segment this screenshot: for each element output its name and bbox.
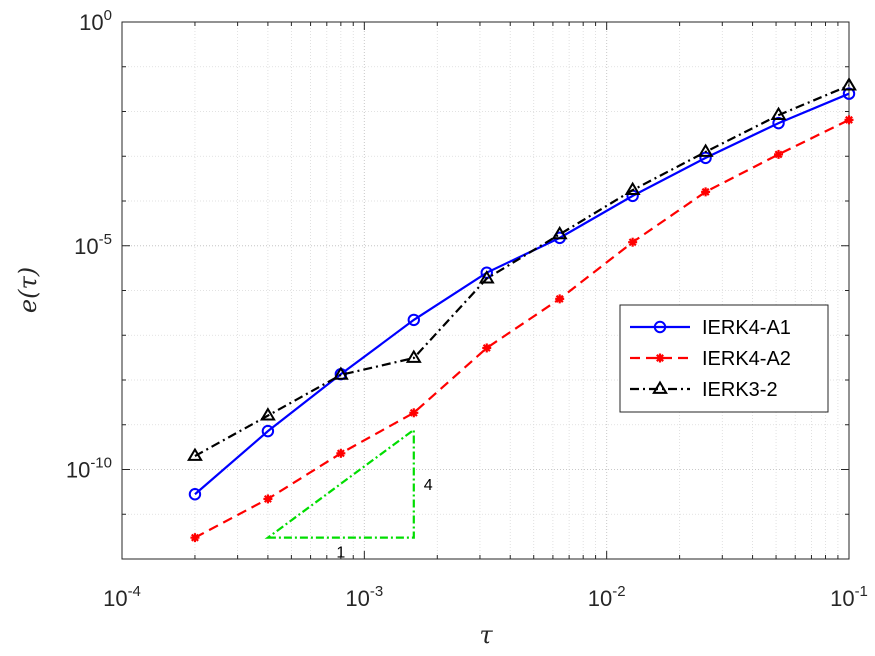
data-point-stroke <box>774 150 783 159</box>
y-tick-label-base: 10 <box>79 10 103 35</box>
y-tick-label-exponent: -10 <box>90 455 112 472</box>
grid-major <box>122 22 849 559</box>
data-point <box>841 77 857 91</box>
series-group <box>187 77 857 543</box>
data-point <box>624 181 641 196</box>
data-point <box>772 116 785 130</box>
data-point <box>697 143 714 157</box>
data-point <box>555 294 565 304</box>
slope-triangle-rise-label: 4 <box>424 477 433 494</box>
data-point-stroke <box>263 494 272 503</box>
x-tick-label-exponent: -3 <box>370 583 383 600</box>
x-tick-label: 10-4 <box>103 583 141 611</box>
x-tick-label-base: 10 <box>103 586 127 611</box>
series-ierk3-2 <box>187 77 857 461</box>
data-point-stroke <box>701 187 710 196</box>
data-point <box>405 349 422 363</box>
data-point <box>187 447 203 461</box>
legend-entry: IERK4-A2 <box>630 348 791 370</box>
data-point <box>551 225 568 240</box>
x-tick-label-exponent: -1 <box>855 583 868 600</box>
legend-entry: IERK3-2 <box>630 379 778 401</box>
x-tick-label-base: 10 <box>588 586 612 611</box>
y-tick-label-exponent: 0 <box>104 7 112 24</box>
data-point <box>655 353 665 363</box>
x-tick-label-base: 10 <box>830 586 854 611</box>
data-point <box>190 533 200 543</box>
y-tick-label: 10-10 <box>66 455 112 483</box>
x-tick-label: 10-1 <box>830 583 868 611</box>
legend-label: IERK4-A2 <box>702 348 791 370</box>
data-point <box>701 187 711 197</box>
y-tick-label-exponent: -5 <box>99 231 112 248</box>
data-point-stroke <box>482 343 491 352</box>
y-axis-label: e(τ) <box>14 267 42 313</box>
x-tick-label-exponent: -2 <box>612 583 625 600</box>
x-axis-label: τ <box>479 621 493 649</box>
legend: IERK4-A1 IERK4-A2 IERK3-2 <box>619 304 829 413</box>
data-point <box>844 115 854 125</box>
data-point-stroke <box>190 533 199 542</box>
data-point <box>188 488 202 501</box>
data-point <box>261 424 275 438</box>
data-point-stroke <box>555 294 564 303</box>
y-tick-label: 10-5 <box>74 231 112 259</box>
data-point <box>263 494 273 504</box>
data-point-stroke <box>656 354 664 362</box>
legend-label: IERK4-A1 <box>702 317 791 339</box>
data-point <box>770 106 787 121</box>
data-point <box>259 407 276 421</box>
x-tick-label-exponent: -4 <box>128 583 141 600</box>
data-point <box>774 149 784 159</box>
series-line <box>194 92 850 496</box>
series-ierk4-a2 <box>190 115 854 543</box>
slope-triangle-run-label: 1 <box>336 545 345 562</box>
data-point-stroke <box>628 238 637 247</box>
y-tick-label: 100 <box>79 7 112 35</box>
data-point-stroke <box>845 115 853 124</box>
legend-label: IERK3-2 <box>702 379 778 401</box>
slope-triangle-outline <box>264 427 415 539</box>
data-point <box>336 448 346 458</box>
data-point <box>332 366 349 380</box>
data-point-stroke <box>336 449 345 458</box>
x-tick-label: 10-2 <box>588 583 626 611</box>
data-point <box>478 270 495 284</box>
y-tick-label-base: 10 <box>74 234 98 259</box>
data-point <box>407 313 420 327</box>
x-tick-label-base: 10 <box>345 586 369 611</box>
data-point <box>409 408 419 418</box>
series-line <box>194 118 850 539</box>
axis-ticks <box>121 21 849 560</box>
data-point <box>652 380 668 394</box>
legend-entry: IERK4-A1 <box>630 317 791 339</box>
data-point <box>628 237 638 247</box>
slope-triangle: 14 <box>264 427 433 562</box>
x-tick-label: 10-3 <box>345 583 383 611</box>
data-point <box>653 320 667 334</box>
data-point-stroke <box>409 408 418 417</box>
data-point <box>482 343 492 353</box>
x-tick-labels: 10-4 10-3 10-2 10-1 <box>103 583 868 611</box>
y-tick-label-base: 10 <box>66 458 90 483</box>
